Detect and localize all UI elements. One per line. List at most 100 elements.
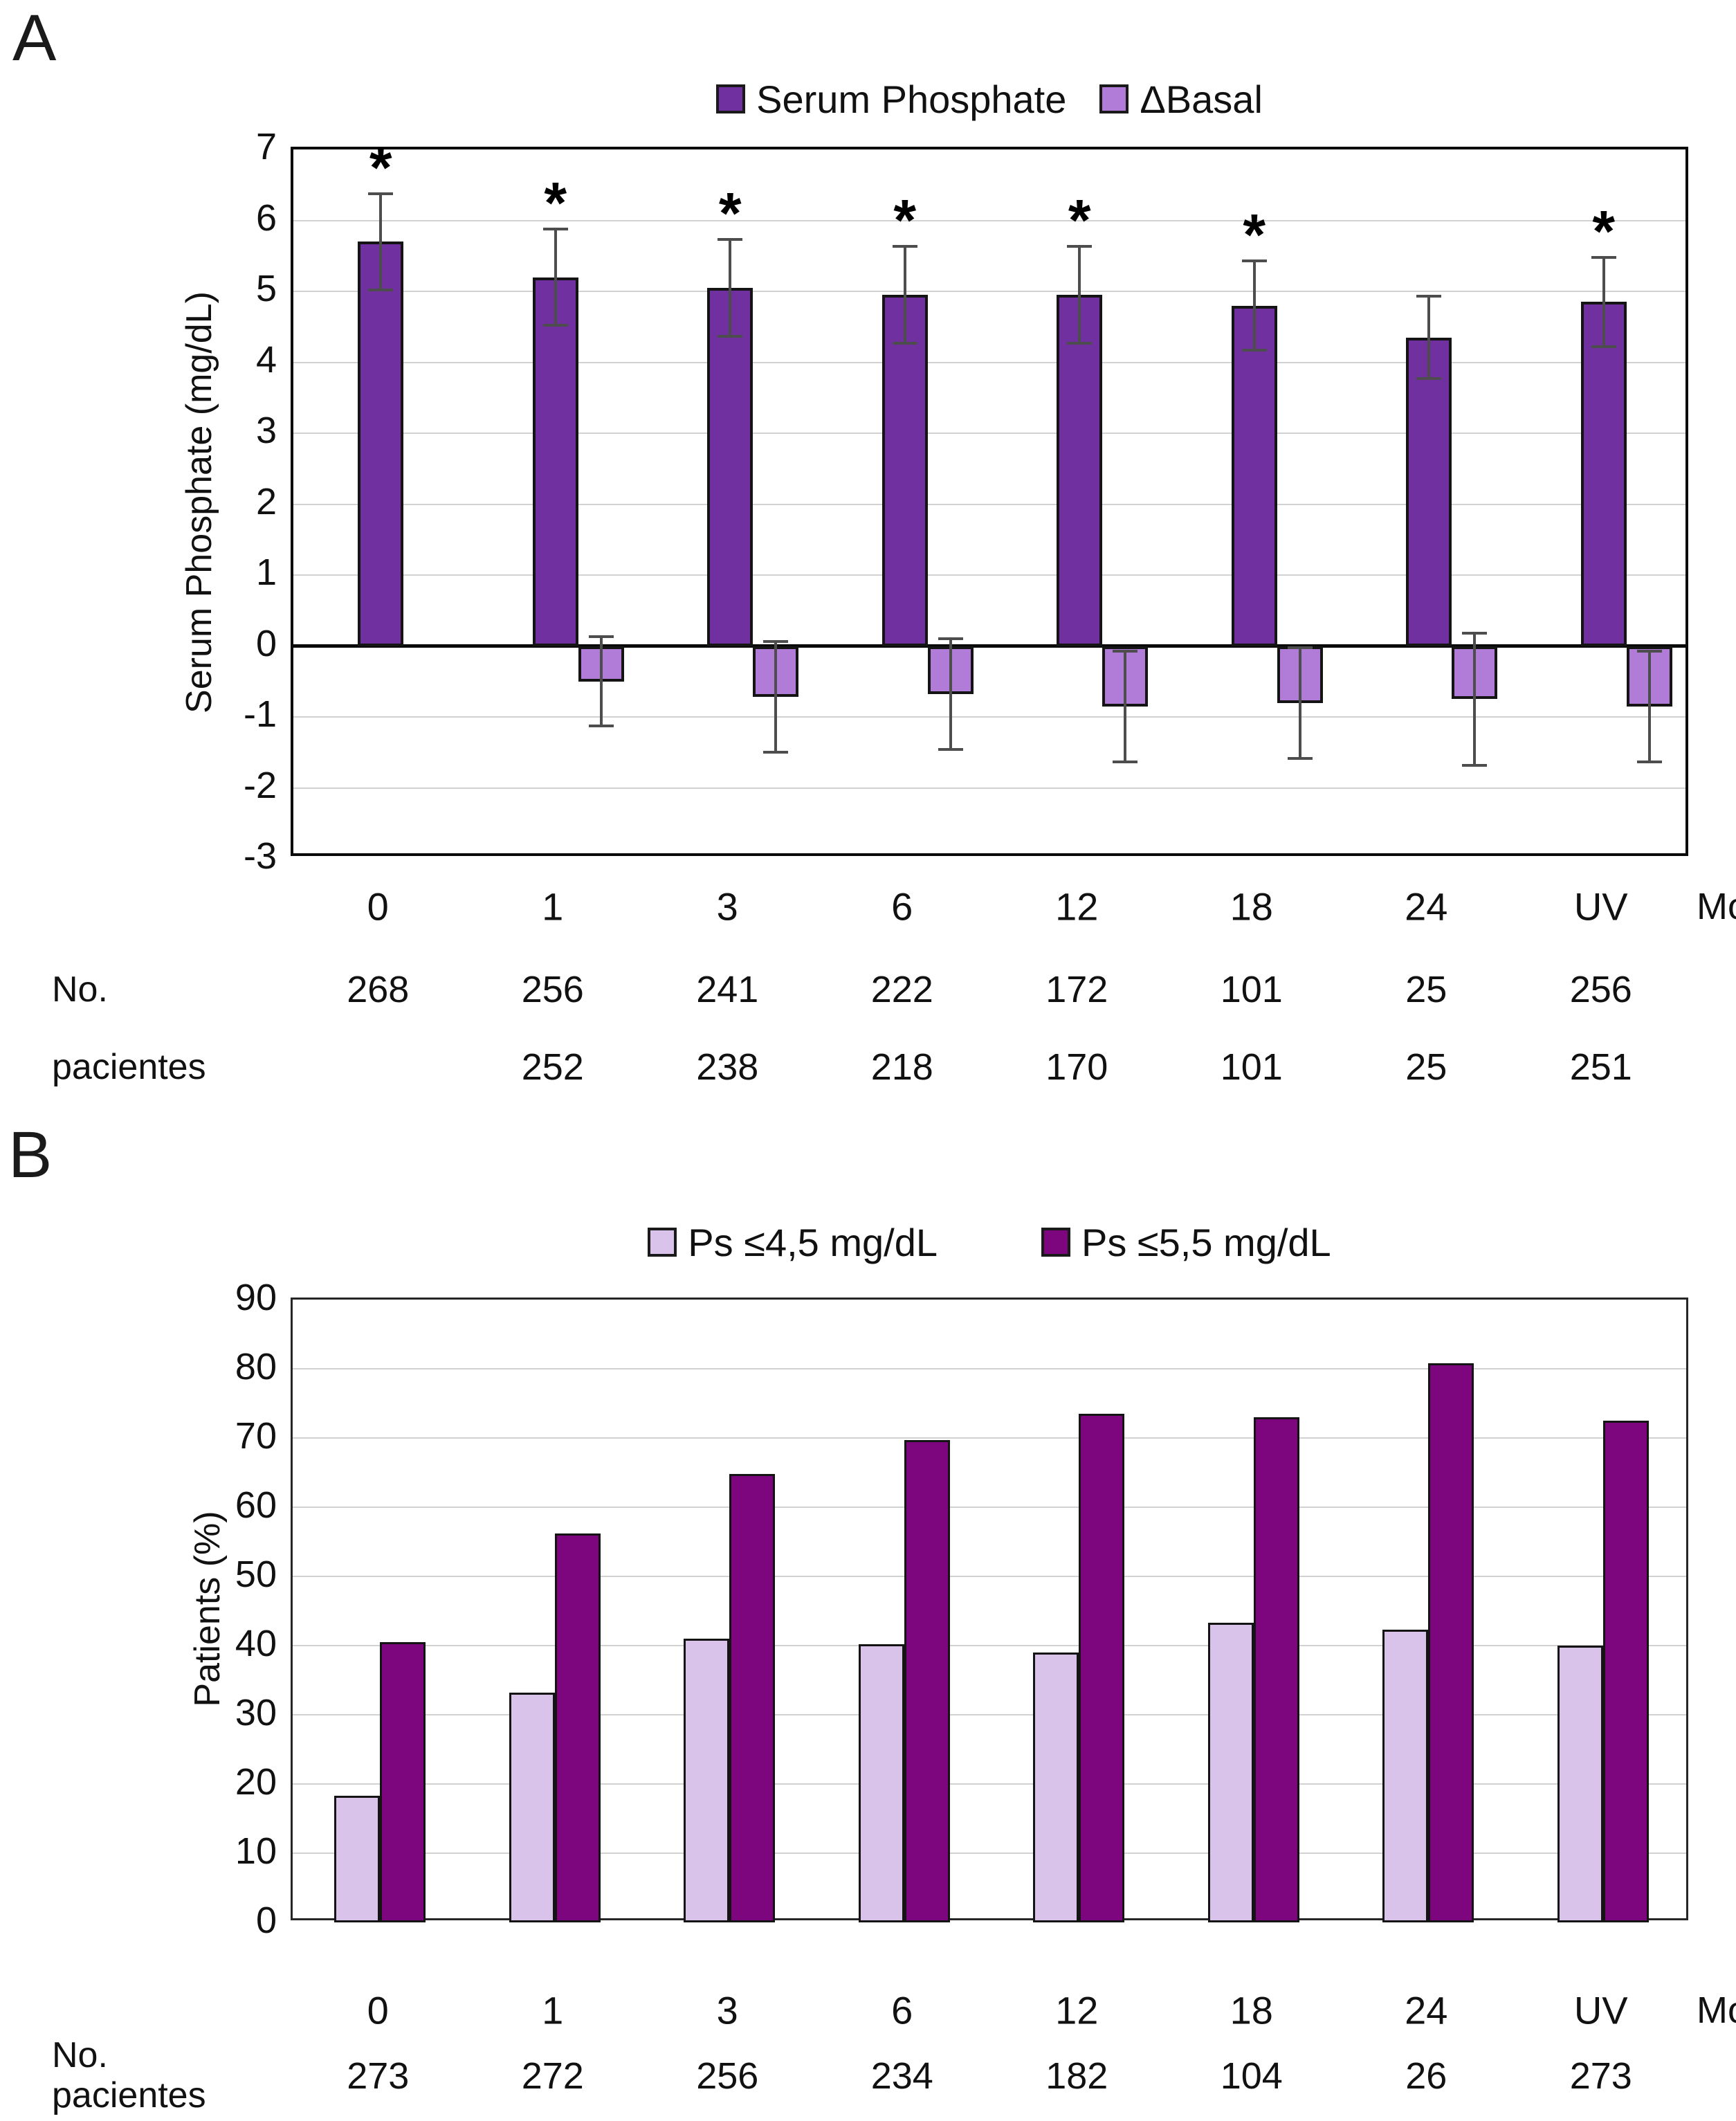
error-cap-bottom-0-1 — [542, 324, 568, 327]
legend-label-0: Serum Phosphate — [756, 77, 1067, 121]
bar-0-6 — [881, 295, 928, 646]
significance-asterisk-UV: * — [1592, 198, 1616, 264]
error-bar-1-3 — [774, 640, 778, 754]
gridline--1 — [293, 716, 1685, 718]
error-cap-bottom-1-12 — [1113, 760, 1138, 763]
gridline-50 — [293, 1576, 1686, 1577]
error-cap-top-0-6 — [892, 245, 917, 248]
n-patients-row1-3: 241 — [696, 969, 759, 1010]
y-tick--3: -3 — [243, 835, 277, 877]
n-patients-row1-UV: 273 — [1569, 2055, 1632, 2097]
bar-1-1 — [554, 1533, 601, 1922]
bar-0-UV — [1557, 1646, 1603, 1922]
bar-1-24 — [1428, 1363, 1474, 1922]
error-cap-top-0-3 — [718, 238, 743, 242]
x-tick-24: 24 — [1405, 1988, 1448, 2032]
y-tick--2: -2 — [243, 764, 277, 806]
y-tick-80: 80 — [235, 1346, 277, 1387]
x-tick-UV: UV — [1573, 884, 1628, 929]
error-cap-top-0-24 — [1416, 295, 1442, 298]
n-patients-row1-18: 101 — [1220, 969, 1283, 1010]
zero-line — [293, 644, 1685, 648]
error-cap-bottom-0-3 — [718, 334, 743, 338]
error-cap-top-0-12 — [1067, 245, 1093, 248]
x-tick-12: 12 — [1055, 884, 1099, 929]
bar-0-1 — [509, 1693, 555, 1922]
n-patients-row1-6: 234 — [870, 2055, 933, 2097]
error-cap-top-0-UV — [1591, 255, 1616, 259]
error-cap-bottom-0-12 — [1067, 341, 1093, 345]
y-tick-2: 2 — [255, 480, 277, 522]
legend-label-1: ΔBasal — [1140, 77, 1263, 121]
n-patients-row1-1: 272 — [521, 2055, 584, 2097]
y-tick-0: 0 — [255, 622, 277, 664]
y-tick-10: 10 — [235, 1830, 277, 1872]
legend-label-0: Ps ≤4,5 mg/dL — [688, 1220, 938, 1264]
x-tick-0: 0 — [367, 1988, 389, 2032]
n-patients-row2-12: 170 — [1045, 1046, 1108, 1088]
plot-area: * * * * * * * — [291, 138, 1688, 856]
bar-0-12 — [1057, 295, 1103, 646]
x-tick-1: 1 — [542, 1988, 564, 2032]
legend-swatch-0 — [648, 1228, 677, 1257]
error-bar-0-12 — [1078, 245, 1081, 345]
legend-item-0: Serum Phosphate — [716, 77, 1066, 122]
y-tick-4: 4 — [255, 338, 277, 381]
error-cap-bottom-0-6 — [892, 341, 917, 345]
error-cap-top-0-18 — [1241, 259, 1267, 262]
legend-item-0: Ps ≤4,5 mg/dL — [648, 1220, 938, 1265]
gridline-10 — [293, 1853, 1686, 1854]
error-bar-0-24 — [1427, 295, 1431, 381]
gridline-60 — [293, 1506, 1686, 1508]
bar-0-0 — [358, 242, 404, 646]
panel-a-label: A — [12, 1, 57, 75]
error-cap-top-1-24 — [1462, 632, 1488, 635]
bar-1-0 — [380, 1642, 426, 1922]
bar-0-3 — [707, 287, 753, 646]
y-tick-40: 40 — [235, 1623, 277, 1664]
x-tick-12: 12 — [1055, 1988, 1099, 2032]
y-tick-20: 20 — [235, 1761, 277, 1803]
bar-0-6 — [858, 1644, 904, 1922]
error-bar-1-12 — [1124, 649, 1127, 763]
n-patients-row1-18: 104 — [1220, 2055, 1283, 2097]
x-tick-18: 18 — [1230, 1988, 1273, 2032]
x-tick-1: 1 — [542, 884, 564, 929]
gridline-6 — [293, 219, 1685, 221]
legend-swatch-0 — [716, 84, 746, 113]
n-patients-row1-24: 25 — [1405, 969, 1447, 1010]
bar-1-3 — [729, 1474, 776, 1922]
n-patients-row1-UV: 256 — [1569, 969, 1632, 1010]
y-tick-30: 30 — [235, 1692, 277, 1733]
error-bar-0-3 — [729, 238, 732, 338]
error-bar-1-18 — [1298, 646, 1301, 760]
n-patients-row1-12: 172 — [1045, 969, 1108, 1010]
legend-label-1: Ps ≤5,5 mg/dL — [1081, 1220, 1331, 1264]
x-tick-6: 6 — [891, 884, 913, 929]
panel-b-legend: Ps ≤4,5 mg/dL Ps ≤5,5 mg/dL — [291, 1218, 1688, 1266]
error-cap-bottom-1-18 — [1287, 756, 1313, 760]
error-cap-top-1-6 — [938, 637, 963, 641]
n-patients-row1-0: 273 — [347, 2055, 410, 2097]
panel-a-n-patients-label-line2: pacientes — [52, 1047, 206, 1087]
bar-1-18 — [1253, 1417, 1299, 1922]
n-patients-row1-12: 182 — [1045, 2055, 1108, 2097]
error-cap-bottom-0-UV — [1591, 345, 1616, 348]
significance-asterisk-3: * — [718, 181, 742, 246]
n-patients-row1-24: 26 — [1405, 2055, 1447, 2097]
y-tick-6: 6 — [255, 197, 277, 239]
bar-0-1 — [532, 277, 578, 646]
y-tick--1: -1 — [243, 693, 277, 735]
x-tick-0: 0 — [367, 884, 389, 929]
error-bar-0-18 — [1252, 259, 1256, 352]
y-tick-50: 50 — [235, 1554, 277, 1595]
error-cap-top-1-18 — [1287, 646, 1313, 649]
y-tick-70: 70 — [235, 1415, 277, 1457]
n-patients-row2-1: 252 — [521, 1046, 584, 1088]
bar-1-12 — [1079, 1414, 1125, 1922]
panel-b-n-patients-label-line2: pacientes — [52, 2075, 206, 2115]
gridline-20 — [293, 1783, 1686, 1785]
y-tick-3: 3 — [255, 410, 277, 451]
